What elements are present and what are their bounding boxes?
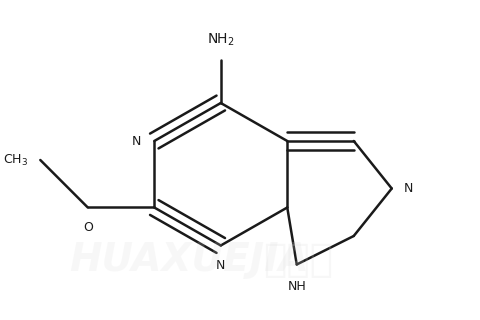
Text: N: N (132, 134, 141, 148)
Text: HUAXUEJIA: HUAXUEJIA (69, 241, 309, 279)
Text: NH$_2$: NH$_2$ (207, 32, 235, 48)
Text: 化学加: 化学加 (264, 241, 334, 279)
Text: CH$_3$: CH$_3$ (3, 152, 28, 168)
Text: O: O (83, 221, 93, 234)
Text: N: N (216, 259, 226, 272)
Text: N: N (404, 182, 413, 195)
Text: NH: NH (288, 280, 306, 293)
